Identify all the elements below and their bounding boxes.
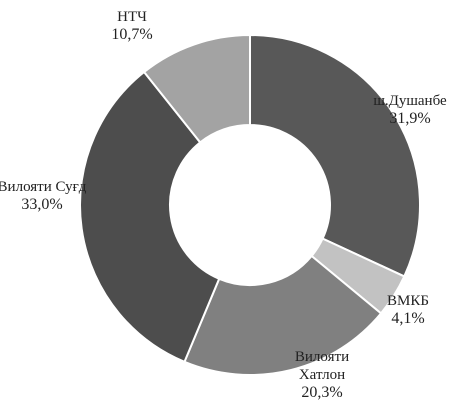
segment-label: ш.Душанбе 31,9% <box>365 92 455 128</box>
category-label: Вилояти Суғд <box>0 179 87 195</box>
segment-label: Вилояти Хатлон 20,3% <box>277 348 367 402</box>
category-label: НТЧ <box>117 9 147 25</box>
value-label: 4,1% <box>391 310 425 327</box>
category-label: ВМКБ <box>387 293 429 309</box>
donut-segment <box>249 33 421 278</box>
category-label: ш.Душанбе <box>373 93 447 109</box>
segment-label: Вилояти Суғд 33,0% <box>0 178 87 214</box>
category-label: Вилояти Хатлон <box>294 349 350 383</box>
value-label: 20,3% <box>301 384 343 401</box>
value-label: 10,7% <box>111 26 153 43</box>
donut-segment <box>183 254 383 376</box>
value-label: 31,9% <box>389 110 431 127</box>
segment-label: НТЧ 10,7% <box>87 8 177 44</box>
donut-segment <box>79 70 221 364</box>
segment-label: ВМКБ 4,1% <box>363 292 453 328</box>
donut-segment <box>142 33 251 144</box>
value-label: 33,0% <box>21 196 63 213</box>
